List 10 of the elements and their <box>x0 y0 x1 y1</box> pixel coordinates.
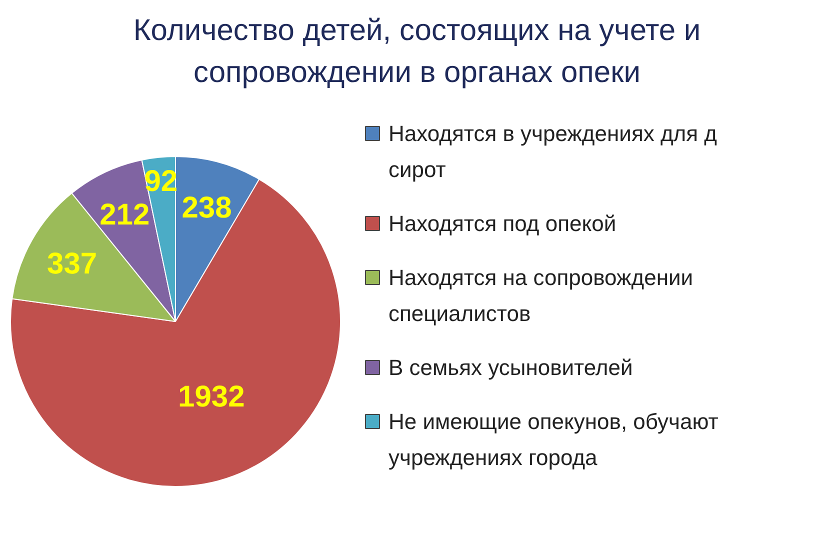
legend-label: Находятся на сопровождении специалистов <box>388 265 694 326</box>
legend-label: Находятся в учреждениях для д сирот <box>388 121 718 182</box>
chart-title: Количество детей, состоящих на учете и сопровождении в органах опеки <box>133 14 701 89</box>
data-label: 337 <box>47 248 98 281</box>
data-label: 1932 <box>178 380 245 414</box>
legend-label: Не имеющие опекунов, обучают учреждениях города <box>388 409 718 470</box>
data-label: 238 <box>182 191 232 224</box>
legend-label: Находятся под опекой <box>388 211 616 236</box>
data-label: 212 <box>100 198 150 232</box>
legend-label: В семьях усыновителей <box>388 355 633 380</box>
